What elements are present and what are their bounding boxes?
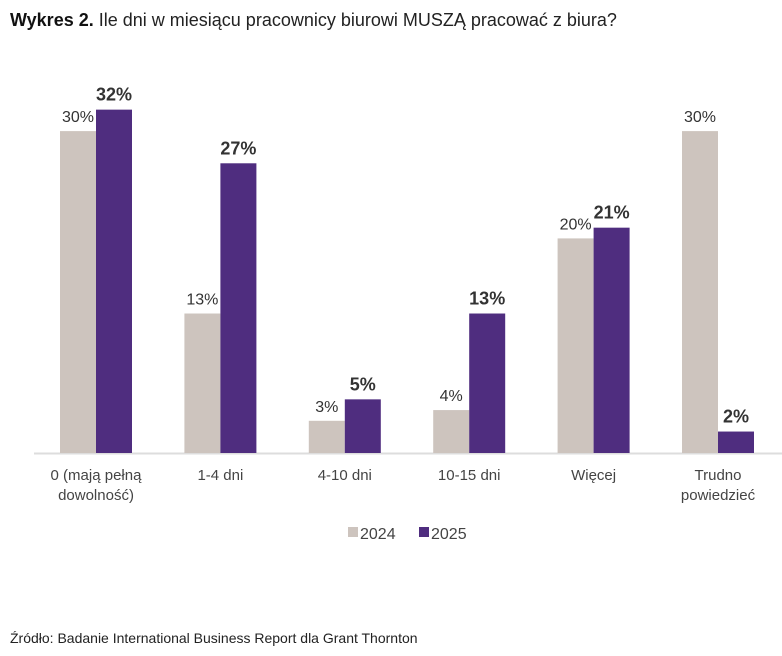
data-label-2024: 13% (186, 292, 218, 309)
legend-label-2024: 2024 (360, 526, 396, 543)
data-label-2025: 21% (594, 203, 630, 223)
bar-2024 (60, 131, 96, 453)
legend-swatch-2025 (419, 527, 429, 537)
data-label-2025: 32% (96, 85, 132, 105)
x-tick-label: 1-4 dni (197, 467, 243, 484)
x-tick-label: Więcej (571, 467, 616, 484)
legend-label-2025: 2025 (431, 526, 467, 543)
x-tick-label: dowolność) (58, 487, 134, 504)
data-label-2024: 3% (315, 399, 338, 416)
bar-2025 (593, 227, 630, 453)
data-label-2024: 4% (440, 388, 463, 405)
data-label-2025: 13% (469, 289, 505, 309)
x-tick-label: 10-15 dni (438, 467, 501, 484)
data-label-2024: 30% (684, 109, 716, 126)
bar-2024 (557, 238, 594, 453)
data-label-2025: 27% (220, 138, 256, 158)
bar-2025 (96, 109, 132, 453)
bar-2025 (469, 313, 506, 453)
bar-2024 (682, 131, 718, 453)
legend-swatch-2024 (348, 527, 358, 537)
data-label-2024: 20% (560, 216, 592, 233)
source-note: Źródło: Badanie International Business R… (10, 630, 418, 646)
bar-2025 (344, 399, 381, 453)
bar-2024 (433, 410, 470, 453)
x-tick-label: 4-10 dni (318, 467, 372, 484)
chart-title-text: Ile dni w miesiącu pracownicy biurowi MU… (98, 10, 617, 30)
chart-title: Wykres 2. Ile dni w miesiącu pracownicy … (10, 10, 617, 31)
data-label-2025: 5% (350, 374, 376, 394)
bar-2024 (184, 313, 221, 453)
bar-2025 (718, 431, 754, 453)
x-tick-label: powiedzieć (681, 487, 756, 504)
x-tick-label: Trudno (695, 467, 742, 484)
data-label-2024: 30% (62, 109, 94, 126)
bar-2024 (308, 420, 345, 453)
data-label-2025: 2% (723, 407, 749, 427)
bar-2025 (220, 163, 257, 454)
chart-title-prefix: Wykres 2. (10, 10, 94, 30)
x-tick-label: 0 (mają pełną (51, 467, 143, 484)
